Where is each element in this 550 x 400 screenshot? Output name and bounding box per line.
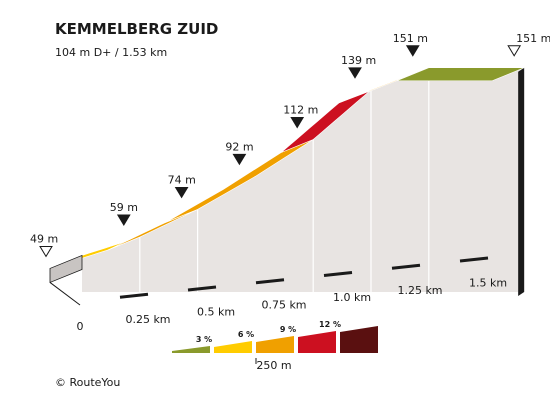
filled-triangle-icon [232,153,247,166]
open-triangle-icon [507,45,522,57]
distance-tick-mark [119,292,149,299]
legend-swatch [340,326,378,353]
scale-label: 250 m [256,359,291,372]
page-title: KEMMELBERG ZUID [55,20,218,38]
elevation-marker: 139 m [341,54,376,79]
filled-triangle-icon [174,186,189,199]
filled-triangle-icon [290,117,305,129]
elevation-marker: 92 m [225,140,254,166]
distance-tick-label: 0 [77,320,84,333]
elevation-label: 59 m [110,201,138,214]
legend-item: 6 % [214,330,254,353]
legend-label: 12 % [319,320,341,329]
legend-item: 9 % [256,325,296,353]
profile-road-surface [49,67,525,306]
elevation-label: 112 m [283,104,318,117]
legend-swatch [172,346,210,353]
profile-end-cap [518,67,525,296]
elevation-label: 92 m [225,140,253,153]
elevation-marker: 74 m [168,173,196,199]
legend-swatch [256,336,294,353]
elevation-label: 49 m [30,232,58,245]
legend-item: 3 % [172,335,212,353]
elevation-marker: 59 m [110,201,138,227]
profile-start-face [49,254,83,284]
credit-text: © RouteYou [55,376,120,389]
elevation-label: 151 m [393,32,428,45]
profile-wall [82,67,525,296]
elevation-label: 151 m [516,32,550,45]
elevation-label: 139 m [341,54,376,67]
legend-item: 12 % [298,320,341,353]
elevation-marker: 112 m [283,104,318,129]
distance-tick-label: 1.5 km [469,277,507,290]
road-segment [396,67,525,82]
distance-tick-mark [391,263,421,270]
elevation-marker: 151 m [393,32,428,57]
elevation-marker: 151 m [507,32,550,57]
profile-wall-face [82,67,525,292]
distance-tick-mark [187,285,217,292]
legend-label: 9 % [280,325,296,334]
legend-item [340,326,378,353]
profile-base-edge [49,282,81,306]
legend-swatch [298,331,336,353]
distance-tick-label: 1.25 km [397,284,442,297]
distance-tick-label: 1.0 km [333,291,371,304]
distance-tick-mark [323,271,353,277]
legend-label: 3 % [196,335,212,344]
distance-tick-label: 0.5 km [197,306,235,319]
elevation-label: 74 m [168,173,196,186]
distance-tick-mark [255,278,285,285]
distance-tick-label: 0.25 km [125,313,170,326]
elevation-markers: 49 m 59 m 74 m 92 m 112 m 139 m 151 m 151 m [30,32,550,258]
distance-tick-mark [459,256,489,263]
elevation-marker: 49 m [30,232,58,258]
filled-triangle-icon [116,214,131,227]
distance-tick-label: 0.75 km [261,298,306,311]
gradient-legend: 3 % 6 % 9 % 12 % 250 m [172,320,378,372]
legend-swatch [214,341,252,353]
open-triangle-icon [39,245,53,258]
climb-summary: 104 m D+ / 1.53 km [55,46,167,59]
filled-triangle-icon [348,67,362,79]
profile-gridlines [139,67,430,292]
filled-triangle-icon [405,45,420,57]
distance-axis: 0 0.25 km 0.5 km 0.75 km 1.0 km 1.25 km 1.5 km [77,256,507,333]
legend-label: 6 % [238,330,254,339]
